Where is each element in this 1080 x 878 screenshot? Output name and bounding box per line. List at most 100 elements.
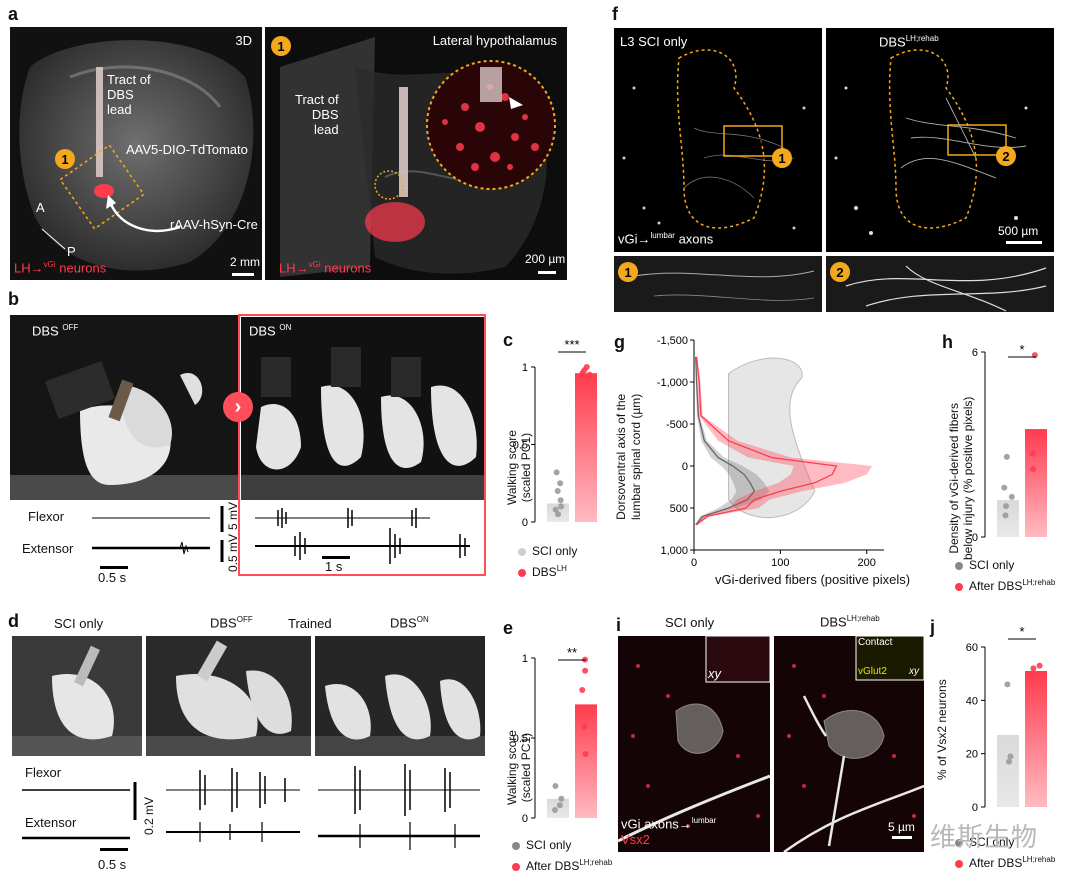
bar-1 bbox=[575, 704, 597, 818]
zoom-inset-2-drawing bbox=[826, 256, 1054, 312]
lh-3d-drawing bbox=[265, 27, 567, 280]
neurons-label: LH→vGi neurons bbox=[279, 260, 371, 275]
dbs-on-drawing bbox=[241, 317, 484, 500]
y-tick-label: 0 bbox=[522, 813, 528, 825]
raav-label: rAAV-hSyn-Cre bbox=[170, 217, 258, 232]
zoom-inset-1: 1 bbox=[614, 256, 822, 312]
dbs-on-trained-drawing bbox=[315, 636, 485, 756]
panel-label-i: i bbox=[616, 615, 621, 636]
y-tick-label: 500 bbox=[670, 503, 688, 515]
scale-label: 500 µm bbox=[998, 224, 1038, 238]
legend-marker bbox=[512, 842, 520, 850]
bar-0 bbox=[997, 735, 1019, 807]
data-point bbox=[553, 507, 559, 513]
brain-3d-image: 1 3D Tract of DBS lead AAV5-DIO-TdTomato… bbox=[10, 27, 262, 280]
zoom-inset-2: 2 bbox=[826, 256, 1054, 312]
scale-label: 200 µm bbox=[525, 252, 565, 266]
data-point bbox=[587, 372, 593, 378]
panel-label-h: h bbox=[942, 332, 953, 353]
time-scale-label-2: 1 s bbox=[325, 559, 342, 574]
aav-label: AAV5-DIO-TdTomato bbox=[126, 142, 248, 157]
scale-label: 2 mm bbox=[230, 255, 260, 269]
label-3d: 3D bbox=[235, 33, 252, 48]
legend-marker bbox=[955, 583, 963, 591]
legend-marker bbox=[518, 569, 526, 577]
chart-g-xlabel: vGi-derived fibers (positive pixels) bbox=[715, 572, 910, 587]
data-point bbox=[558, 796, 564, 802]
panel-label-b: b bbox=[8, 289, 19, 310]
data-point bbox=[1029, 671, 1035, 677]
dbs-off-label: DBS OFF bbox=[32, 323, 78, 338]
chart-j: 0204060* bbox=[955, 617, 1065, 822]
scale-bar bbox=[1006, 241, 1042, 244]
chart-c-legend: SCI only DBSLH bbox=[518, 543, 577, 581]
sig-marker: * bbox=[1019, 342, 1024, 357]
chart-c-ylabel: Walking score (scaled PC1) bbox=[505, 430, 533, 505]
sig-marker: *** bbox=[564, 337, 579, 352]
legend-item-sci: SCI only bbox=[955, 556, 1055, 574]
neurons-label: LH→vGi neurons bbox=[14, 260, 106, 275]
y-tick-label: -500 bbox=[666, 419, 688, 431]
chart-g-ylabel: Dorsoventral axis of the lumbar spinal c… bbox=[614, 394, 644, 520]
region-badge-2: 2 bbox=[830, 262, 850, 282]
spinal-sci-title: L3 SCI only bbox=[620, 34, 687, 49]
panel-label-d: d bbox=[8, 611, 19, 632]
data-point bbox=[582, 668, 588, 674]
lh-title: Lateral hypothalamus bbox=[433, 33, 557, 48]
data-point bbox=[1030, 466, 1036, 472]
data-point bbox=[557, 802, 563, 808]
bar-0 bbox=[547, 799, 569, 818]
axis-a-label: A bbox=[36, 200, 45, 215]
voltage-scale-label: 0.2 mV bbox=[142, 797, 156, 835]
region-badge-1: 1 bbox=[618, 262, 638, 282]
dbs-on-label: DBSON bbox=[390, 615, 429, 630]
y-tick-label: 1 bbox=[522, 653, 528, 665]
legend-item-dbs: DBSLH bbox=[518, 560, 577, 581]
chart-e-legend: SCI only After DBSLH;rehab bbox=[512, 836, 612, 875]
legend-item-dbs: After DBSLH;rehab bbox=[512, 854, 612, 875]
legend-marker bbox=[512, 863, 520, 871]
time-scale-label: 0.5 s bbox=[98, 570, 126, 585]
panel-label-a: a bbox=[8, 4, 18, 25]
y-tick-label: 0 bbox=[682, 461, 688, 473]
dbs-spinal-drawing bbox=[826, 28, 1054, 252]
xy-label: xy bbox=[909, 666, 919, 677]
axis-p-label: P bbox=[67, 244, 76, 259]
y-tick-label: -1,000 bbox=[657, 377, 688, 389]
dbs-on-video-frame: DBS ON bbox=[241, 317, 484, 500]
sci-only-video-frame bbox=[12, 636, 142, 756]
spinal-dbs-title: DBSLH;rehab bbox=[879, 34, 939, 49]
legend-item-dbs: After DBSLH;rehab bbox=[955, 574, 1055, 595]
dbs-off-video-frame: DBS OFF bbox=[10, 315, 240, 500]
chart-g: -1,500-1,000-50005001,0000 100 200 bbox=[614, 330, 934, 590]
i-dbs-label: DBSLH;rehab bbox=[820, 614, 880, 629]
dbs-off-trained-video-frame bbox=[146, 636, 311, 756]
emg-traces-b bbox=[0, 500, 490, 580]
dbs-confocal-image: Contact vGlut2 xy 5 µm bbox=[774, 636, 924, 852]
panel-label-j: j bbox=[930, 617, 935, 638]
time-scale-label: 0.5 s bbox=[98, 857, 126, 872]
dbs-spinal-image: DBSLH;rehab 2 500 µm bbox=[826, 28, 1054, 252]
region-badge-1: 1 bbox=[55, 149, 75, 169]
dbs-on-trained-video-frame bbox=[315, 636, 485, 756]
legend-marker bbox=[955, 562, 963, 570]
y-tick-label: 0 bbox=[522, 517, 528, 529]
sig-marker: ** bbox=[567, 645, 577, 660]
dbs-off-label: DBSOFF bbox=[210, 615, 253, 630]
x-tick-label: 0 bbox=[691, 557, 697, 569]
data-point bbox=[552, 783, 558, 789]
x-tick-label: 100 bbox=[771, 557, 789, 569]
axons-label: vGi axons→lumbar bbox=[621, 816, 716, 831]
dbs-off-drawing bbox=[10, 315, 240, 500]
sci-only-confocal-image: xy vGi axons→lumbar Vsx2 bbox=[618, 636, 770, 852]
y-tick-label: 40 bbox=[966, 695, 978, 707]
dbs-off-trained-drawing bbox=[146, 636, 311, 756]
data-point bbox=[1009, 494, 1015, 500]
chart-h-legend: SCI only After DBSLH;rehab bbox=[955, 556, 1055, 595]
data-point bbox=[1006, 759, 1012, 765]
legend-marker bbox=[518, 548, 526, 556]
y-tick-label: 1,000 bbox=[660, 545, 688, 557]
data-point bbox=[1004, 454, 1010, 460]
lh-3d-image: 1 Lateral hypothalamus Tract of DBS lead… bbox=[265, 27, 567, 280]
sig-marker: * bbox=[1019, 624, 1024, 639]
